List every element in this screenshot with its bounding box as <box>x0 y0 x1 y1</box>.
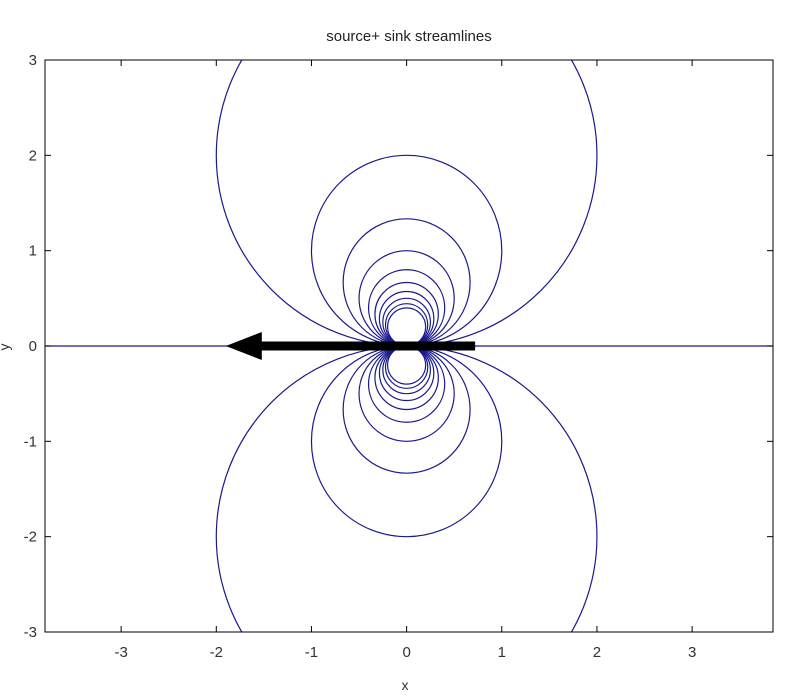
flow-arrow-group <box>225 332 476 360</box>
chart-title: source+ sink streamlines <box>326 28 491 45</box>
streamline-circle <box>386 307 427 347</box>
x-axis-label: x <box>402 677 409 693</box>
x-tick-label: -3 <box>114 644 127 661</box>
streamline-circle <box>378 290 435 347</box>
streamline-circle <box>378 345 435 402</box>
streamline-circle <box>386 345 427 385</box>
y-tick-label: -1 <box>24 433 37 450</box>
x-axis-ticks: -3 -2 -1 0 1 2 3 <box>114 60 696 661</box>
y-tick-label: -3 <box>24 624 37 641</box>
flow-arrow-head <box>225 332 262 360</box>
y-tick-label: 0 <box>29 338 37 355</box>
y-tick-label: 1 <box>29 243 37 260</box>
y-tick-label: 3 <box>29 52 37 69</box>
y-axis-ticks: -3 -2 -1 0 1 2 3 <box>24 52 773 641</box>
x-tick-label: 2 <box>593 644 601 661</box>
x-tick-label: -1 <box>305 644 318 661</box>
y-axis-label: y <box>0 344 12 351</box>
x-tick-label: 3 <box>688 644 696 661</box>
x-tick-label: -2 <box>210 644 223 661</box>
streamline-circle <box>382 345 432 395</box>
x-tick-label: 1 <box>498 644 506 661</box>
streamline-circle <box>215 60 598 347</box>
x-tick-label: 0 <box>402 644 410 661</box>
y-tick-label: -2 <box>24 529 37 546</box>
y-tick-label: 2 <box>29 147 37 164</box>
streamline-circle <box>382 297 432 347</box>
